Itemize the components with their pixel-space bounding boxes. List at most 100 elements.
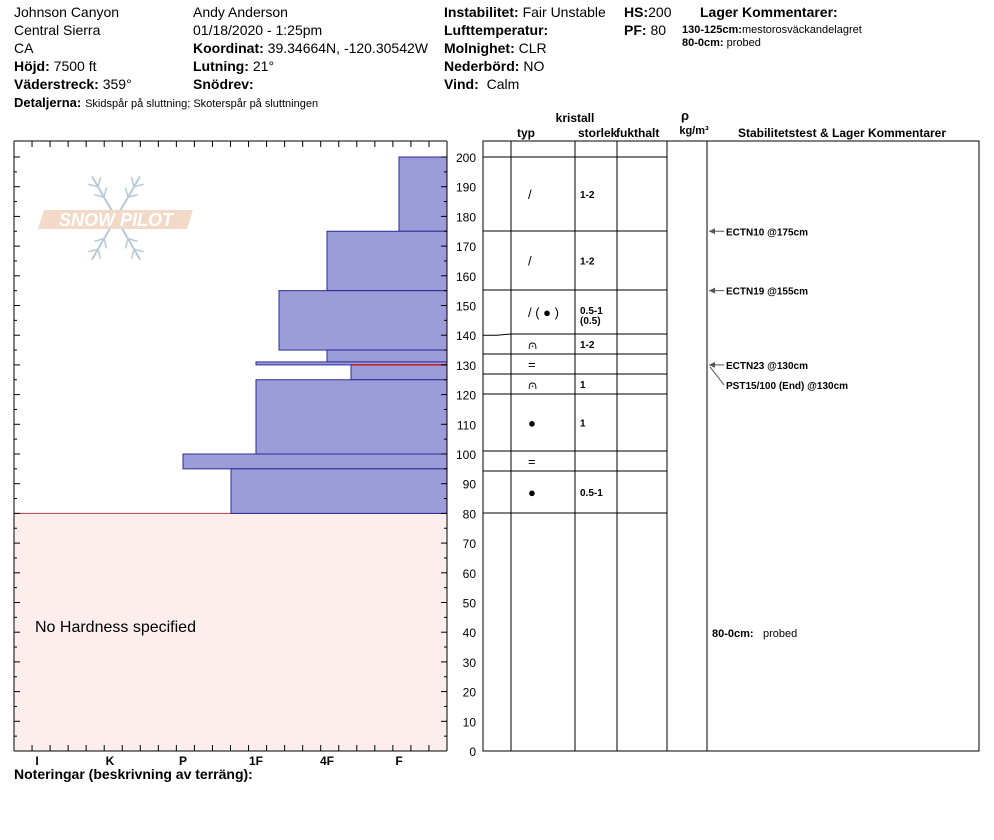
hardness-bar: [326, 230, 448, 292]
density-unit-header: kg/m³: [679, 125, 709, 137]
instability-label: Instabilitet:: [444, 4, 519, 20]
hs-label: HS:: [624, 4, 649, 20]
depth-tick-label: 0: [469, 745, 476, 759]
location: Johnson Canyon: [14, 4, 120, 20]
depth-tick-label: 100: [456, 448, 476, 462]
logo-flake-branch: [88, 183, 99, 188]
logo-flake-branch: [103, 187, 108, 198]
elevation-value: 7500 ft: [53, 58, 97, 74]
hs: HS:200: [624, 3, 671, 21]
depth-tick-label: 180: [456, 210, 476, 224]
depth-tick-label: 60: [463, 567, 477, 581]
slope: Lutning: 21°: [193, 57, 274, 75]
grain-table-frame: [482, 140, 980, 752]
depth-tick-label: 110: [457, 418, 476, 432]
logo-flake-branch: [133, 248, 144, 253]
depth-tick-label: 40: [463, 626, 477, 640]
wind-value: Calm: [486, 76, 520, 92]
grain-type-symbol: ⩀: [528, 377, 537, 392]
stability-test-label: PST15/100 (End) @130cm: [726, 381, 848, 392]
depth-tick-label: 90: [463, 478, 477, 492]
size-header: storlek: [578, 126, 618, 140]
no-hardness-text: No Hardness specified: [35, 619, 196, 636]
elevation-label: Höjd:: [14, 58, 50, 74]
logo-flake-branch: [94, 193, 105, 198]
aspect: Väderstreck: 359°: [14, 75, 132, 93]
drift-label: Snödrev:: [193, 76, 254, 92]
observer: Andy Anderson: [193, 4, 288, 20]
layer-comment-text: mestorosväckandelagret: [741, 24, 862, 36]
logo-flake-branch: [127, 193, 138, 198]
grain-type-symbol: ●: [528, 416, 536, 431]
hardness-bar: [278, 290, 448, 351]
stability-header: Stabilitetstest & Lager Kommentarer: [738, 126, 946, 140]
depth-tick-label: 80: [463, 507, 477, 521]
grain-type-symbol: ●: [528, 485, 536, 500]
depth-tick-label: 140: [456, 329, 476, 343]
cloud-value: CLR: [518, 40, 547, 56]
depth-tick-label: 130: [456, 359, 476, 373]
instability: Instabilitet: Fair Unstable: [444, 3, 606, 21]
type-header: typ: [517, 126, 535, 140]
grain-size-label: 1-2: [580, 190, 595, 201]
x-tick-label: P: [179, 754, 187, 768]
state: CA: [14, 40, 34, 56]
pf: PF: 80: [624, 21, 666, 39]
depth-tick-label: 150: [456, 300, 476, 314]
layer-comment-2: 80-0cm: probed: [682, 37, 761, 50]
grain-size-label: 1-2: [580, 340, 595, 351]
precipitation: Nederbörd: NO: [444, 57, 544, 75]
x-tick-label: K: [106, 754, 115, 768]
air-temp: Lufttemperatur:: [444, 21, 548, 39]
grain-size-label: 0.5-1: [580, 306, 603, 317]
grain-size-label: (0.5): [580, 316, 601, 327]
grain-size-label: 1-2: [580, 257, 595, 268]
coord-label: Koordinat:: [193, 40, 264, 56]
depth-tick-label: 170: [456, 240, 476, 254]
grain-connector: [483, 333, 512, 336]
depth-tick-label: 190: [456, 181, 476, 195]
depth-tick-label: 30: [463, 656, 477, 670]
slope-label: Lutning:: [193, 58, 249, 74]
depth-tick-label: 70: [463, 537, 477, 551]
stability-arrow-head: [709, 228, 715, 235]
logo-flake-branch: [124, 238, 129, 249]
x-tick-label: 1F: [249, 754, 263, 768]
x-tick-label: 4F: [320, 754, 334, 768]
datetime: 01/18/2020 - 1:25pm: [193, 22, 323, 38]
aspect-label: Väderstreck:: [14, 76, 99, 92]
stability-arrow: [709, 366, 725, 386]
logo-flake-branch: [97, 176, 102, 188]
logo-flake-branch: [130, 248, 135, 260]
moisture-header: fukthalt: [616, 126, 659, 140]
hardness-bar: [230, 468, 448, 514]
layer-comment-1: 130-125cm:mestorosväckandelagret: [682, 24, 862, 37]
stability-test-label: ECTN23 @130cm: [726, 361, 808, 372]
depth-tick-label: 20: [463, 686, 477, 700]
depth-tick-label: 200: [456, 151, 476, 165]
precip-value: NO: [523, 58, 545, 74]
x-tick-label: I: [35, 754, 38, 768]
grain-type-symbol: / ( ● ): [528, 305, 559, 320]
elevation: Höjd: 7500 ft: [14, 57, 96, 75]
details-label: Detaljerna:: [14, 95, 82, 110]
details-value: Skidspår på sluttning; Skoterspår på slu…: [85, 98, 319, 110]
drift: Snödrev:: [193, 75, 254, 93]
hardness-bar: [326, 349, 448, 363]
hardness-bar: [350, 364, 448, 381]
grain-type-symbol: /: [528, 187, 532, 202]
aspect-value: 359°: [102, 76, 132, 92]
stability-arrow-head: [709, 287, 715, 294]
no-hardness-region: [14, 513, 447, 751]
wind: Vind: Calm: [444, 75, 519, 93]
grain-size-label: 0.5-1: [580, 488, 603, 499]
logo-flake-branch: [133, 183, 144, 188]
grain-size-label: 1: [580, 380, 586, 391]
stability-test-label: ECTN10 @175cm: [726, 227, 808, 238]
logo-flake-branch: [97, 248, 102, 260]
layer-comments-title: Lager Kommentarer:: [700, 4, 838, 20]
stability-arrow-head: [709, 361, 715, 368]
logo-flake-branch: [88, 248, 99, 253]
slope-value: 21°: [252, 58, 275, 74]
airtemp-label: Lufttemperatur:: [444, 22, 549, 38]
